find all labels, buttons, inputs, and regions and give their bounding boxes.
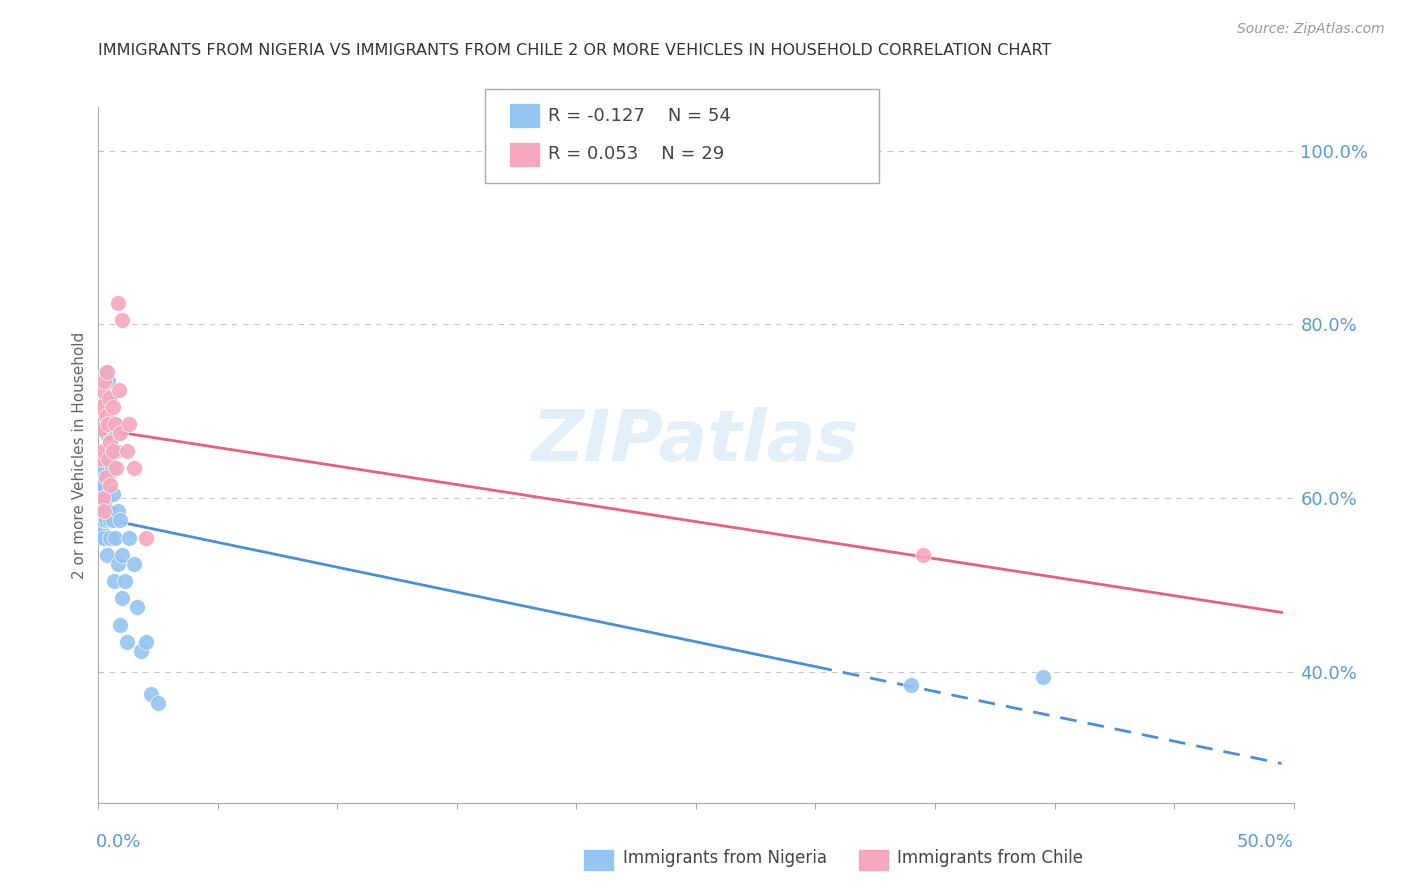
Point xyxy=(96,548,118,562)
Point xyxy=(91,383,114,397)
Point xyxy=(111,313,134,327)
Text: 50.0%: 50.0% xyxy=(1237,833,1294,851)
Point xyxy=(91,478,114,492)
Point xyxy=(115,635,138,649)
Point xyxy=(93,504,115,518)
Point xyxy=(93,461,115,475)
Point xyxy=(97,452,120,467)
Point xyxy=(108,513,131,527)
Point xyxy=(107,504,129,518)
Point xyxy=(98,478,122,492)
Point xyxy=(104,417,127,432)
Point xyxy=(911,548,934,562)
Point xyxy=(108,426,131,441)
Text: R = 0.053    N = 29: R = 0.053 N = 29 xyxy=(548,145,724,163)
Point xyxy=(90,531,112,545)
Point xyxy=(131,643,153,657)
Point xyxy=(124,461,146,475)
Point xyxy=(111,548,134,562)
Point xyxy=(104,531,127,545)
Point xyxy=(98,531,122,545)
Point xyxy=(97,417,120,432)
Point xyxy=(91,496,114,510)
Point xyxy=(148,696,170,710)
Point xyxy=(90,483,112,497)
Point xyxy=(89,400,111,414)
Point xyxy=(118,417,141,432)
Point xyxy=(90,469,112,483)
Point xyxy=(135,531,157,545)
Point xyxy=(94,392,117,406)
Point xyxy=(90,478,112,492)
Point xyxy=(93,531,115,545)
Point xyxy=(103,574,125,588)
Point xyxy=(94,491,117,506)
Point xyxy=(97,504,120,518)
Point xyxy=(91,491,114,506)
Point xyxy=(139,687,162,701)
Point xyxy=(98,452,121,467)
Point xyxy=(98,513,122,527)
Point xyxy=(1032,670,1054,684)
Point xyxy=(93,504,115,518)
Point xyxy=(96,513,118,527)
Point xyxy=(101,443,124,458)
Point xyxy=(108,617,131,632)
Point xyxy=(98,392,121,406)
Point xyxy=(91,466,114,480)
Point xyxy=(107,557,129,571)
Point xyxy=(114,574,136,588)
Point xyxy=(105,443,128,458)
Point xyxy=(91,526,114,541)
Point xyxy=(135,635,157,649)
Point xyxy=(98,434,122,449)
Point xyxy=(97,469,120,483)
Text: IMMIGRANTS FROM NIGERIA VS IMMIGRANTS FROM CHILE 2 OR MORE VEHICLES IN HOUSEHOLD: IMMIGRANTS FROM NIGERIA VS IMMIGRANTS FR… xyxy=(98,43,1052,58)
Text: Source: ZipAtlas.com: Source: ZipAtlas.com xyxy=(1237,22,1385,37)
Text: Immigrants from Nigeria: Immigrants from Nigeria xyxy=(623,849,827,867)
Point xyxy=(97,374,120,388)
Point xyxy=(107,383,129,397)
Point xyxy=(96,365,118,379)
Point xyxy=(94,409,117,423)
Point xyxy=(107,295,129,310)
Point xyxy=(125,600,148,615)
Point xyxy=(124,557,146,571)
Point xyxy=(91,443,114,458)
Point xyxy=(91,452,114,467)
Point xyxy=(90,452,112,467)
Text: R = -0.127    N = 54: R = -0.127 N = 54 xyxy=(548,107,731,125)
Point xyxy=(94,469,117,483)
Point xyxy=(900,678,922,692)
Point xyxy=(94,426,117,441)
Text: 0.0%: 0.0% xyxy=(96,833,142,851)
Point xyxy=(90,517,112,532)
Point xyxy=(105,461,128,475)
Text: ZIPatlas: ZIPatlas xyxy=(533,407,859,475)
Point xyxy=(101,400,124,414)
Point xyxy=(91,513,114,527)
Point xyxy=(93,374,115,388)
Point xyxy=(111,591,134,606)
Point xyxy=(89,496,111,510)
Y-axis label: 2 or more Vehicles in Household: 2 or more Vehicles in Household xyxy=(72,331,87,579)
Point xyxy=(94,365,117,379)
Point xyxy=(90,508,112,523)
Point xyxy=(90,422,112,436)
Point xyxy=(93,491,115,506)
Point xyxy=(104,417,127,432)
Point xyxy=(101,487,124,501)
Text: Immigrants from Chile: Immigrants from Chile xyxy=(897,849,1083,867)
Point xyxy=(101,513,124,527)
Point xyxy=(97,452,120,467)
Point xyxy=(100,461,122,475)
Point xyxy=(118,531,141,545)
Point xyxy=(115,443,138,458)
